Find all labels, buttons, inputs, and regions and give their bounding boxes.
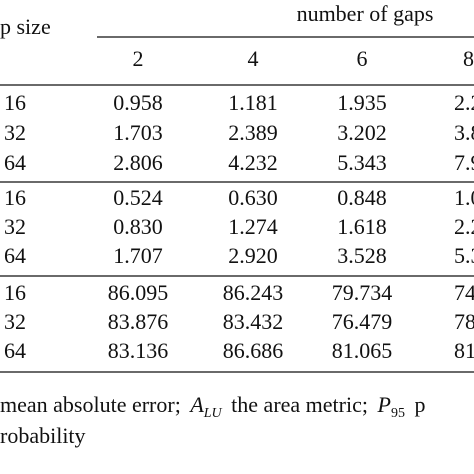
footnote-text: p [414,392,425,417]
footnote-text: mean absolute error; [0,392,181,417]
footnote-text: the area metric; [231,392,368,417]
row-label: 64 [4,338,26,363]
cell: 1.274 [228,214,278,239]
cell: 86.095 [108,280,169,305]
cell: 1.707 [113,243,163,268]
footnote-symbol: A [188,392,204,417]
cell: 0.630 [228,185,278,210]
group-header: number of gaps [297,1,434,26]
cell: 1.703 [113,120,163,145]
cell: 86.243 [223,280,284,305]
cell: 3.8 [454,120,474,145]
cell: 79.734 [332,280,393,305]
row-label: 32 [4,120,26,145]
row-label: 32 [4,309,26,334]
row-label: 16 [4,280,26,305]
cell: 76.479 [332,309,393,334]
cell: 1.618 [337,214,387,239]
footnote-line: mean absolute error; ALU the area metric… [0,392,425,422]
cell: 0.830 [113,214,163,239]
footnote-line: robability [0,423,86,448]
column-header: 4 [248,46,259,71]
cell: 83.136 [108,338,169,363]
cell: 86.686 [223,338,284,363]
cell: 2.2 [454,90,474,115]
cell: 81.065 [332,338,393,363]
cell: 81. [454,338,474,363]
row-label: 64 [4,150,26,175]
footnote-subscript: 95 [391,406,405,421]
column-header: 2 [133,46,144,71]
row-label: 16 [4,185,26,210]
cell: 1.935 [337,90,387,115]
row-label: 16 [4,90,26,115]
cell: 2.2 [454,214,474,239]
cell: 2.920 [228,243,278,268]
column-header: 6 [357,46,368,71]
cell: 1.181 [228,90,278,115]
cell: 2.806 [113,150,163,175]
cell: 4.232 [228,150,278,175]
column-header: 8 [463,46,474,71]
cell: 5.3 [454,243,474,268]
cell: 3.202 [337,120,387,145]
cell: 1.0 [454,185,474,210]
row-label: 32 [4,214,26,239]
footnote-subscript: LU [203,406,223,421]
cell: 2.389 [228,120,278,145]
cell: 0.524 [113,185,163,210]
cell: 83.432 [223,309,284,334]
cell: 0.848 [337,185,387,210]
row-header: p size [0,14,51,39]
cell: 5.343 [337,150,387,175]
cell: 83.876 [108,309,169,334]
cell: 74. [454,280,474,305]
footnote-symbol: P [376,392,390,417]
row-label: 64 [4,243,26,268]
cell: 78. [454,309,474,334]
cell: 7.9 [454,150,474,175]
cell: 0.958 [113,90,163,115]
cell: 3.528 [337,243,387,268]
